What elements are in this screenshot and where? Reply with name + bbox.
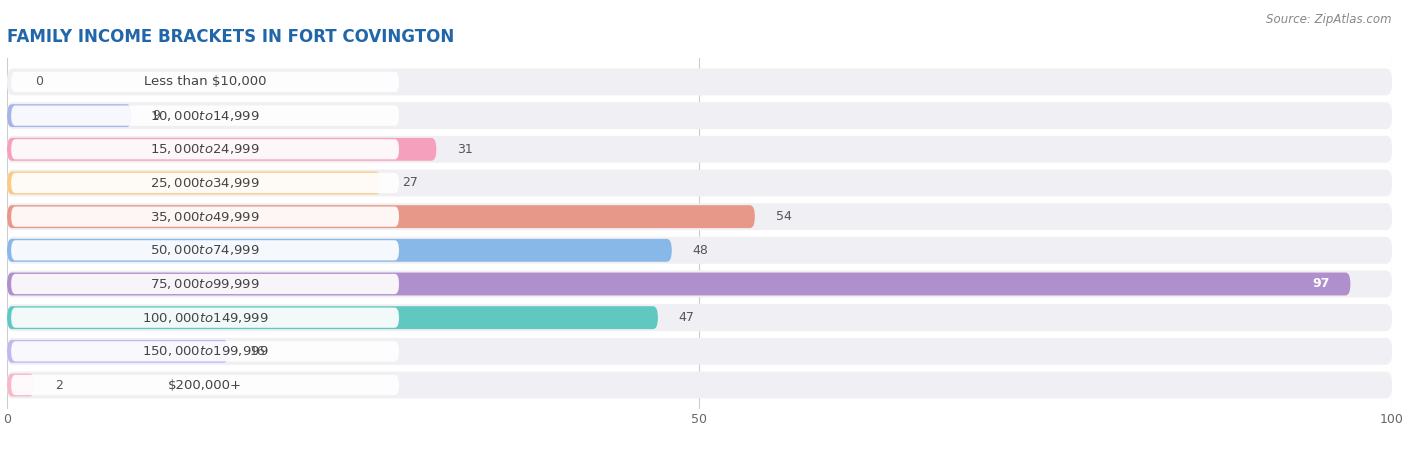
Text: $200,000+: $200,000+ [169,379,242,392]
FancyBboxPatch shape [7,340,229,363]
FancyBboxPatch shape [7,138,436,161]
FancyBboxPatch shape [7,104,132,127]
Text: 97: 97 [1312,277,1330,291]
Text: $75,000 to $99,999: $75,000 to $99,999 [150,277,260,291]
FancyBboxPatch shape [7,68,1392,95]
FancyBboxPatch shape [11,207,399,227]
Text: $25,000 to $34,999: $25,000 to $34,999 [150,176,260,190]
FancyBboxPatch shape [7,205,755,228]
Text: FAMILY INCOME BRACKETS IN FORT COVINGTON: FAMILY INCOME BRACKETS IN FORT COVINGTON [7,28,454,46]
FancyBboxPatch shape [7,374,35,396]
FancyBboxPatch shape [11,173,399,193]
FancyBboxPatch shape [7,169,1392,196]
FancyBboxPatch shape [11,72,399,92]
Text: $35,000 to $49,999: $35,000 to $49,999 [150,210,260,224]
Text: $50,000 to $74,999: $50,000 to $74,999 [150,243,260,257]
FancyBboxPatch shape [7,172,381,194]
Text: Source: ZipAtlas.com: Source: ZipAtlas.com [1267,13,1392,26]
Text: 0: 0 [35,75,42,88]
FancyBboxPatch shape [7,203,1392,230]
Text: 9: 9 [152,109,160,122]
FancyBboxPatch shape [7,102,1392,129]
FancyBboxPatch shape [7,136,1392,163]
FancyBboxPatch shape [7,273,1350,295]
Text: $15,000 to $24,999: $15,000 to $24,999 [150,142,260,156]
FancyBboxPatch shape [7,372,1392,399]
FancyBboxPatch shape [11,240,399,260]
Text: $10,000 to $14,999: $10,000 to $14,999 [150,109,260,123]
FancyBboxPatch shape [11,341,399,361]
Text: 47: 47 [679,311,695,324]
FancyBboxPatch shape [7,338,1392,365]
Text: 2: 2 [55,379,63,392]
FancyBboxPatch shape [7,237,1392,264]
Text: 31: 31 [457,143,472,156]
FancyBboxPatch shape [7,270,1392,297]
Text: 27: 27 [402,176,418,189]
FancyBboxPatch shape [11,308,399,328]
FancyBboxPatch shape [7,239,672,262]
Text: Less than $10,000: Less than $10,000 [143,75,266,88]
FancyBboxPatch shape [11,106,399,126]
FancyBboxPatch shape [11,375,399,395]
FancyBboxPatch shape [11,274,399,294]
FancyBboxPatch shape [7,306,658,329]
Text: 54: 54 [776,210,792,223]
Text: $150,000 to $199,999: $150,000 to $199,999 [142,344,269,358]
Text: 16: 16 [249,345,266,358]
FancyBboxPatch shape [7,304,1392,331]
Text: $100,000 to $149,999: $100,000 to $149,999 [142,311,269,325]
FancyBboxPatch shape [11,139,399,159]
Text: 48: 48 [693,244,709,257]
